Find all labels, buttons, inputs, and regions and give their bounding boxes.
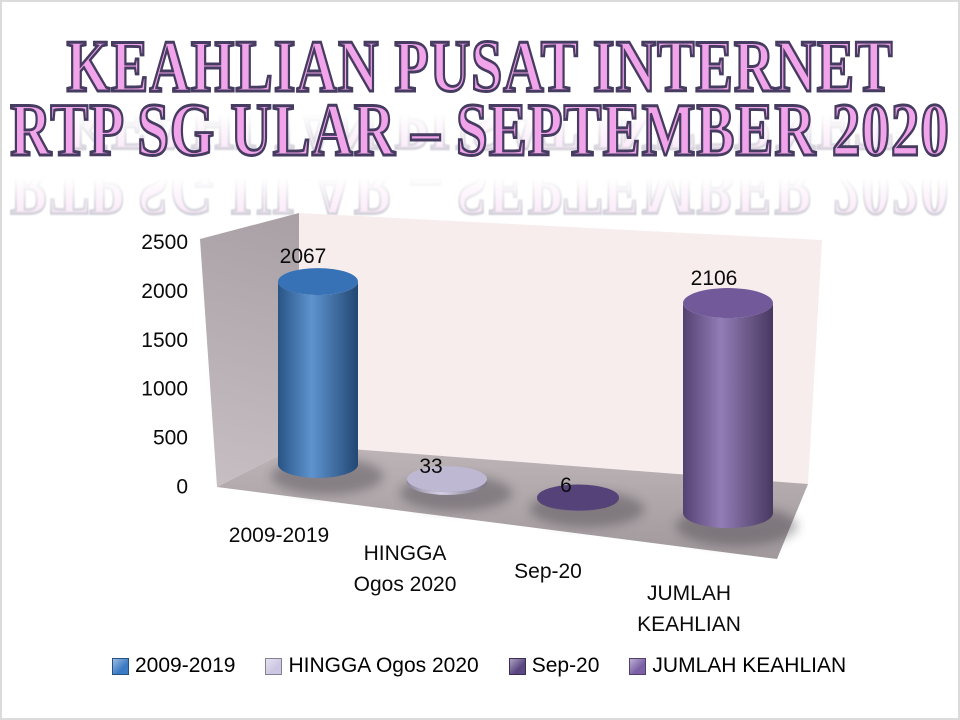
x-axis-label-sep-20: Sep-20 bbox=[514, 560, 582, 583]
data-label-2009-2019: 2067 bbox=[280, 245, 327, 268]
cylinder-top-hingga-ogos-2020 bbox=[407, 466, 487, 493]
cylinder-top-sep-20 bbox=[537, 484, 619, 511]
legend-swatch-hingga-ogos-2020 bbox=[265, 657, 283, 675]
legend-swatch-jumlah-keahlian bbox=[629, 657, 647, 675]
cylinder-side-2009-2019 bbox=[278, 281, 358, 478]
cylinder-top-2009-2019 bbox=[278, 268, 358, 296]
legend-item-2009-2019: 2009-2019 bbox=[112, 652, 235, 680]
y-axis-tick-2500: 2500 bbox=[141, 231, 188, 254]
title-line-1: KEAHLIAN PUSAT INTERNET bbox=[65, 25, 894, 110]
y-axis-tick-1000: 1000 bbox=[141, 378, 188, 401]
data-label-hingga-ogos-2020: 33 bbox=[419, 455, 442, 478]
y-axis-tick-500: 500 bbox=[153, 427, 188, 450]
y-axis-tick-1500: 1500 bbox=[141, 329, 188, 352]
cylinder-top-jumlah-keahlian bbox=[683, 288, 773, 319]
cylinder-side-hingga-ogos-2020 bbox=[407, 479, 487, 495]
title-line-2: RTP SG ULAR – SEPTEMBER 2020 bbox=[9, 88, 950, 174]
x-axis-label-jumlah-keahlian: JUMLAH KEAHLIAN bbox=[637, 582, 741, 636]
data-label-jumlah-keahlian: 2106 bbox=[691, 267, 738, 290]
legend-label-2009-2019: 2009-2019 bbox=[135, 654, 236, 677]
chart-legend: 2009-2019 HINGGA Ogos 2020 Sep-20 JUMLAH KE… bbox=[112, 652, 846, 680]
slide-title: KEAHLIAN PUSAT INTERNET RTP SG ULAR – SE… bbox=[0, 0, 960, 232]
cylinder-jumlah-keahlian bbox=[683, 288, 773, 528]
x-axis-label-hingga-ogos-2020: HINGGA Ogos 2020 bbox=[354, 542, 457, 596]
legend-item-hingga-ogos-2020: HINGGA Ogos 2020 bbox=[265, 652, 479, 680]
y-axis-tick-0: 0 bbox=[176, 476, 188, 499]
legend-item-jumlah-keahlian: JUMLAH KEAHLIAN bbox=[629, 652, 846, 680]
legend-swatch-2009-2019 bbox=[112, 657, 129, 675]
cylinder-hingga-ogos-2020 bbox=[407, 466, 487, 495]
legend-swatch-sep-20 bbox=[508, 657, 526, 675]
chart-left-wall bbox=[200, 213, 299, 487]
legend-label-jumlah-keahlian: JUMLAH KEAHLIAN bbox=[652, 654, 847, 677]
cylinder-sep-20 bbox=[537, 484, 619, 511]
data-label-sep-20: 6 bbox=[560, 474, 572, 497]
legend-item-sep-20: Sep-20 bbox=[508, 652, 600, 680]
y-axis-tick-2000: 2000 bbox=[141, 280, 188, 303]
x-axis-label-2009-2019: 2009-2019 bbox=[229, 524, 329, 547]
cylinder-side-jumlah-keahlian bbox=[683, 303, 773, 528]
legend-label-hingga-ogos-2020: HINGGA Ogos 2020 bbox=[288, 654, 479, 677]
legend-label-sep-20: Sep-20 bbox=[531, 654, 600, 677]
cylinder-2009-2019 bbox=[278, 268, 358, 478]
